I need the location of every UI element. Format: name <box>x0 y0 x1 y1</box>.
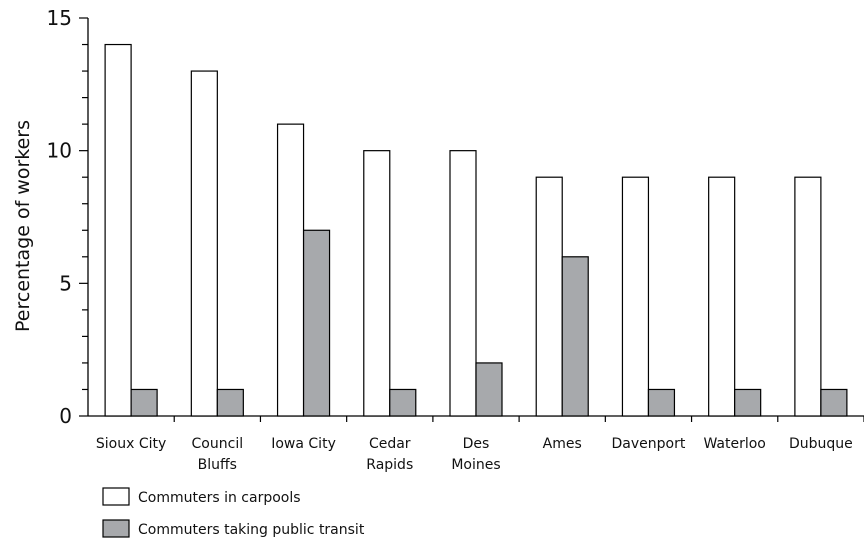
x-tick-label: Rapids <box>366 457 413 473</box>
bar-public-transit <box>216 388 244 417</box>
bar-public-transit <box>647 388 676 417</box>
x-tick-labels: Sioux City Council Bluffs Iowa City Cedar Rap… <box>96 416 864 473</box>
legend-label-public-transit: Commuters taking public transit <box>138 522 365 538</box>
y-axis-label: Percentage of workers <box>12 120 34 332</box>
x-tick-label: Davenport <box>612 436 686 452</box>
bar-carpools <box>449 150 477 417</box>
bar-public-transit <box>734 388 762 417</box>
x-tick-label: Moines <box>451 457 500 473</box>
bar-carpools <box>363 150 391 417</box>
y-tick-label: 15 <box>47 6 72 30</box>
x-tick-label: Des <box>463 436 490 452</box>
bar-public-transit <box>130 388 158 417</box>
x-tick-label: Dubuque <box>789 436 853 452</box>
legend: Commuters in carpools Commuters taking pu… <box>102 487 365 538</box>
bar-public-transit <box>475 362 503 417</box>
bar-carpools <box>276 123 305 417</box>
bar-carpools <box>708 176 736 417</box>
bar-public-transit <box>561 256 589 417</box>
x-tick-label: Cedar <box>369 436 411 452</box>
legend-swatch-carpools <box>102 487 130 506</box>
x-tick-label: Bluffs <box>198 457 237 473</box>
bar-public-transit <box>302 229 331 417</box>
x-tick-label: Sioux City <box>96 436 166 452</box>
bar-carpools <box>794 176 822 417</box>
legend-label-carpools: Commuters in carpools <box>138 490 301 506</box>
x-tick-label: Waterloo <box>703 436 765 452</box>
y-tick-label: 5 <box>59 271 72 295</box>
y-tick-label: 0 <box>59 404 72 428</box>
bar-carpools <box>535 176 563 417</box>
bars <box>104 43 848 417</box>
bar-carpools <box>190 70 218 417</box>
bar-public-transit <box>389 388 417 417</box>
bar-public-transit <box>820 388 848 417</box>
bar-carpools <box>104 43 132 417</box>
legend-swatch-public-transit <box>102 519 130 538</box>
x-tick-label: Iowa City <box>271 436 336 452</box>
bar-carpools <box>621 176 650 417</box>
x-tick-label: Ames <box>543 436 582 452</box>
x-tick-label: Council <box>192 436 244 452</box>
y-ticks: 0 5 10 15 <box>47 6 88 428</box>
y-tick-label: 10 <box>47 139 72 163</box>
